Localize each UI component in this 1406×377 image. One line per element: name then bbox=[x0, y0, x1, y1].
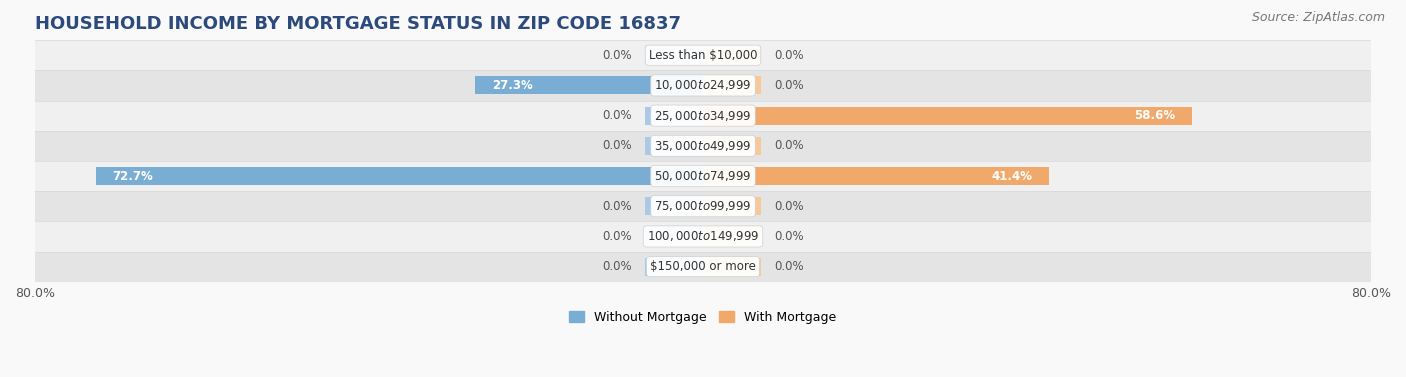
Text: 0.0%: 0.0% bbox=[602, 49, 633, 62]
Text: 0.0%: 0.0% bbox=[602, 139, 633, 152]
Bar bbox=[475, 77, 703, 95]
Text: 0.0%: 0.0% bbox=[602, 200, 633, 213]
Bar bbox=[644, 257, 703, 276]
Bar bbox=[703, 257, 762, 276]
Bar bbox=[703, 107, 1192, 125]
Text: $50,000 to $74,999: $50,000 to $74,999 bbox=[654, 169, 752, 183]
Text: $75,000 to $99,999: $75,000 to $99,999 bbox=[654, 199, 752, 213]
Bar bbox=[703, 77, 762, 95]
Text: $100,000 to $149,999: $100,000 to $149,999 bbox=[647, 230, 759, 244]
Text: 0.0%: 0.0% bbox=[602, 260, 633, 273]
Bar bbox=[35, 191, 1371, 221]
Bar bbox=[35, 221, 1371, 251]
Text: $150,000 or more: $150,000 or more bbox=[650, 260, 756, 273]
Text: $35,000 to $49,999: $35,000 to $49,999 bbox=[654, 139, 752, 153]
Bar bbox=[703, 46, 762, 64]
Legend: Without Mortgage, With Mortgage: Without Mortgage, With Mortgage bbox=[564, 306, 842, 329]
Text: 0.0%: 0.0% bbox=[773, 230, 804, 243]
Text: Less than $10,000: Less than $10,000 bbox=[648, 49, 758, 62]
Text: 0.0%: 0.0% bbox=[773, 79, 804, 92]
Text: $25,000 to $34,999: $25,000 to $34,999 bbox=[654, 109, 752, 123]
Bar bbox=[35, 161, 1371, 191]
Bar bbox=[644, 227, 703, 245]
Bar bbox=[35, 251, 1371, 282]
Text: $10,000 to $24,999: $10,000 to $24,999 bbox=[654, 78, 752, 92]
Text: 58.6%: 58.6% bbox=[1135, 109, 1175, 122]
Bar bbox=[703, 197, 762, 215]
Bar bbox=[644, 137, 703, 155]
Bar bbox=[703, 137, 762, 155]
Bar bbox=[96, 167, 703, 185]
Bar bbox=[35, 70, 1371, 101]
Text: 0.0%: 0.0% bbox=[773, 260, 804, 273]
Text: 0.0%: 0.0% bbox=[602, 109, 633, 122]
Bar bbox=[703, 227, 762, 245]
Text: Source: ZipAtlas.com: Source: ZipAtlas.com bbox=[1251, 11, 1385, 24]
Bar bbox=[644, 107, 703, 125]
Bar bbox=[35, 131, 1371, 161]
Bar bbox=[644, 197, 703, 215]
Bar bbox=[35, 101, 1371, 131]
Text: HOUSEHOLD INCOME BY MORTGAGE STATUS IN ZIP CODE 16837: HOUSEHOLD INCOME BY MORTGAGE STATUS IN Z… bbox=[35, 15, 681, 33]
Text: 27.3%: 27.3% bbox=[492, 79, 533, 92]
Text: 72.7%: 72.7% bbox=[112, 170, 153, 182]
Text: 0.0%: 0.0% bbox=[773, 200, 804, 213]
Bar bbox=[703, 167, 1049, 185]
Text: 0.0%: 0.0% bbox=[773, 49, 804, 62]
Text: 41.4%: 41.4% bbox=[991, 170, 1032, 182]
Text: 0.0%: 0.0% bbox=[602, 230, 633, 243]
Bar bbox=[644, 46, 703, 64]
Text: 0.0%: 0.0% bbox=[773, 139, 804, 152]
Bar bbox=[35, 40, 1371, 70]
